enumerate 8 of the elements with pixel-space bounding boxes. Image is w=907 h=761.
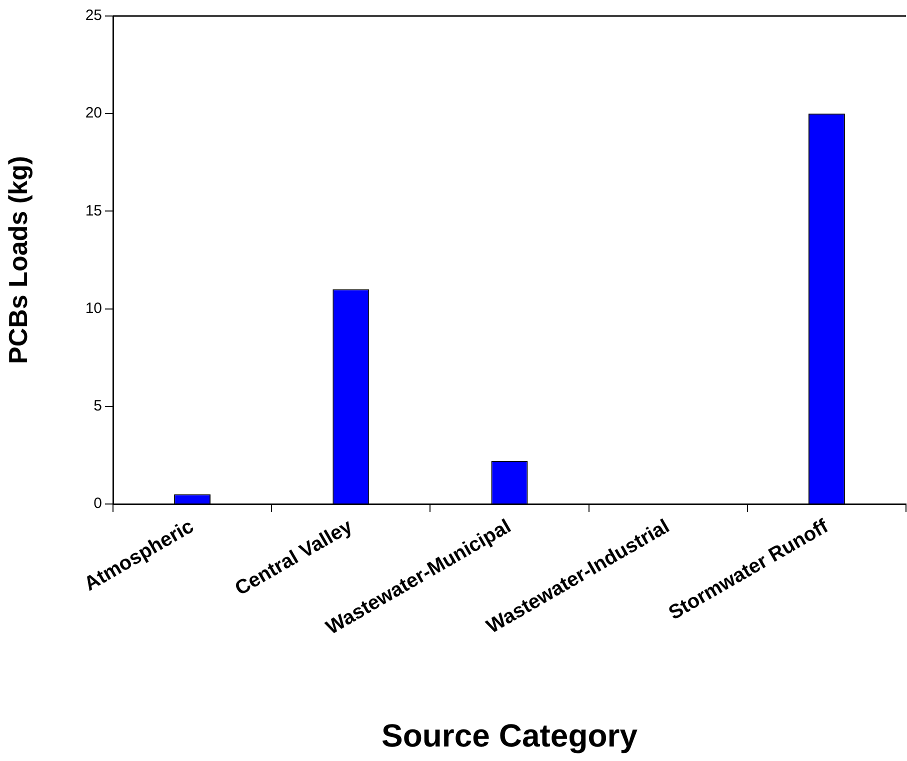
y-tick-label: 10 xyxy=(85,300,102,317)
x-axis-title: Source Category xyxy=(381,718,638,754)
y-tick-label: 20 xyxy=(85,104,102,122)
y-tick-label: 15 xyxy=(85,202,102,220)
y-axis-title: PCBs Loads (kg) xyxy=(2,156,33,364)
y-tick-label: 25 xyxy=(85,7,102,24)
y-tick-label: 0 xyxy=(94,495,102,512)
y-tick-label: 5 xyxy=(94,398,102,415)
